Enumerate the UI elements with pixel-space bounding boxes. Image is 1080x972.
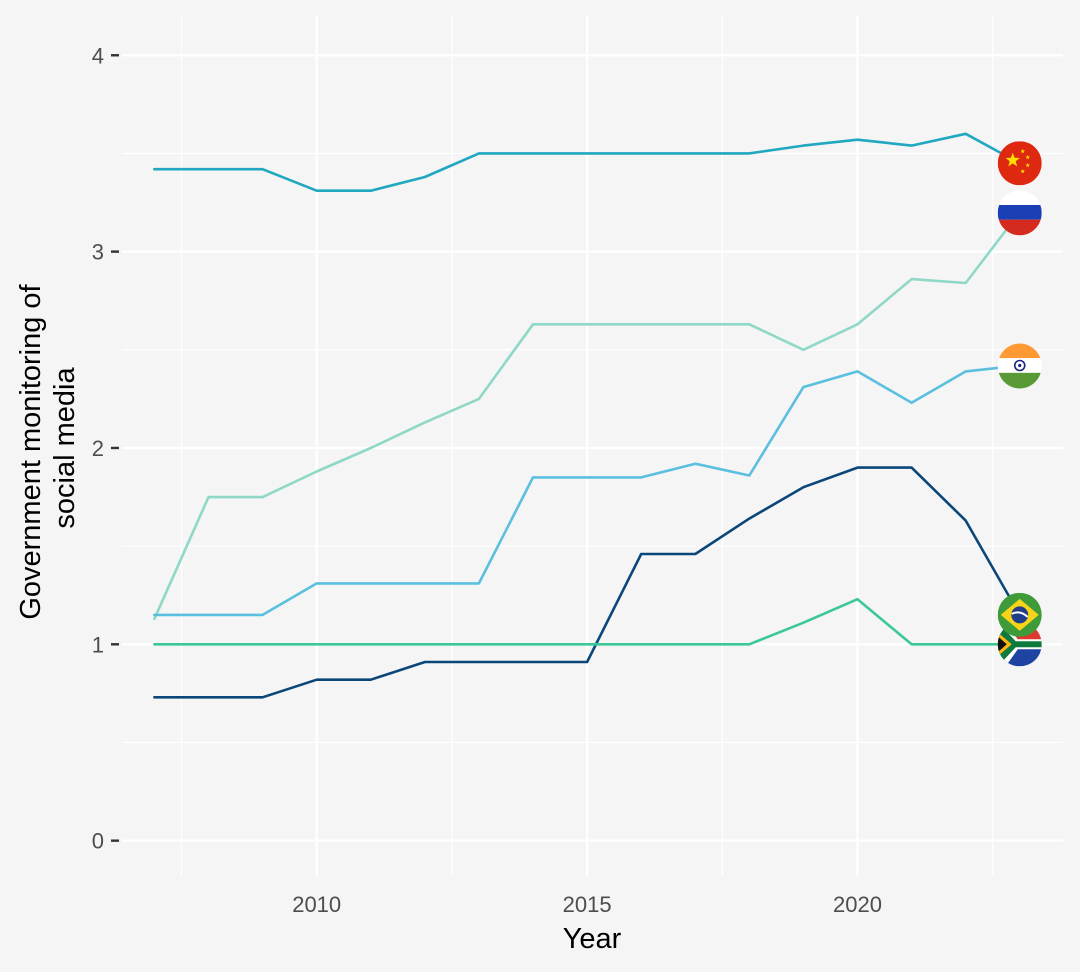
y-tick-label-4: 4 (92, 43, 104, 68)
y-tick-label-1: 1 (92, 632, 104, 657)
grid (122, 16, 1063, 876)
brazil-flag-icon (997, 592, 1042, 637)
india-series-line (153, 364, 1021, 617)
x-tick-label-2010: 2010 (292, 892, 341, 917)
x-tick-label-2015: 2015 (563, 892, 612, 917)
y-tick-label-2: 2 (92, 436, 104, 461)
flag-markers (997, 141, 1042, 667)
x-axis-title: Year (563, 923, 622, 955)
y-tick-label-3: 3 (92, 240, 104, 265)
y-axis-title-line-2: social media (49, 367, 81, 529)
brazil-series-line (153, 466, 1021, 699)
axes: 0 1 2 3 4 2010 2015 2020 (92, 43, 882, 917)
china-flag-icon (997, 141, 1042, 186)
south-africa-series-line (153, 597, 1021, 646)
y-axis-title: Government monitoring of social media (15, 276, 81, 619)
russia-series-line (153, 211, 1021, 621)
series-lines (153, 132, 1021, 699)
y-tick-label-0: 0 (92, 829, 104, 854)
x-tick-label-2020: 2020 (833, 892, 882, 917)
india-flag-icon (997, 343, 1042, 389)
y-axis-title-line-1: Government monitoring of (15, 283, 47, 619)
russia-flag-icon (997, 190, 1042, 236)
china-series-line (153, 132, 1021, 192)
